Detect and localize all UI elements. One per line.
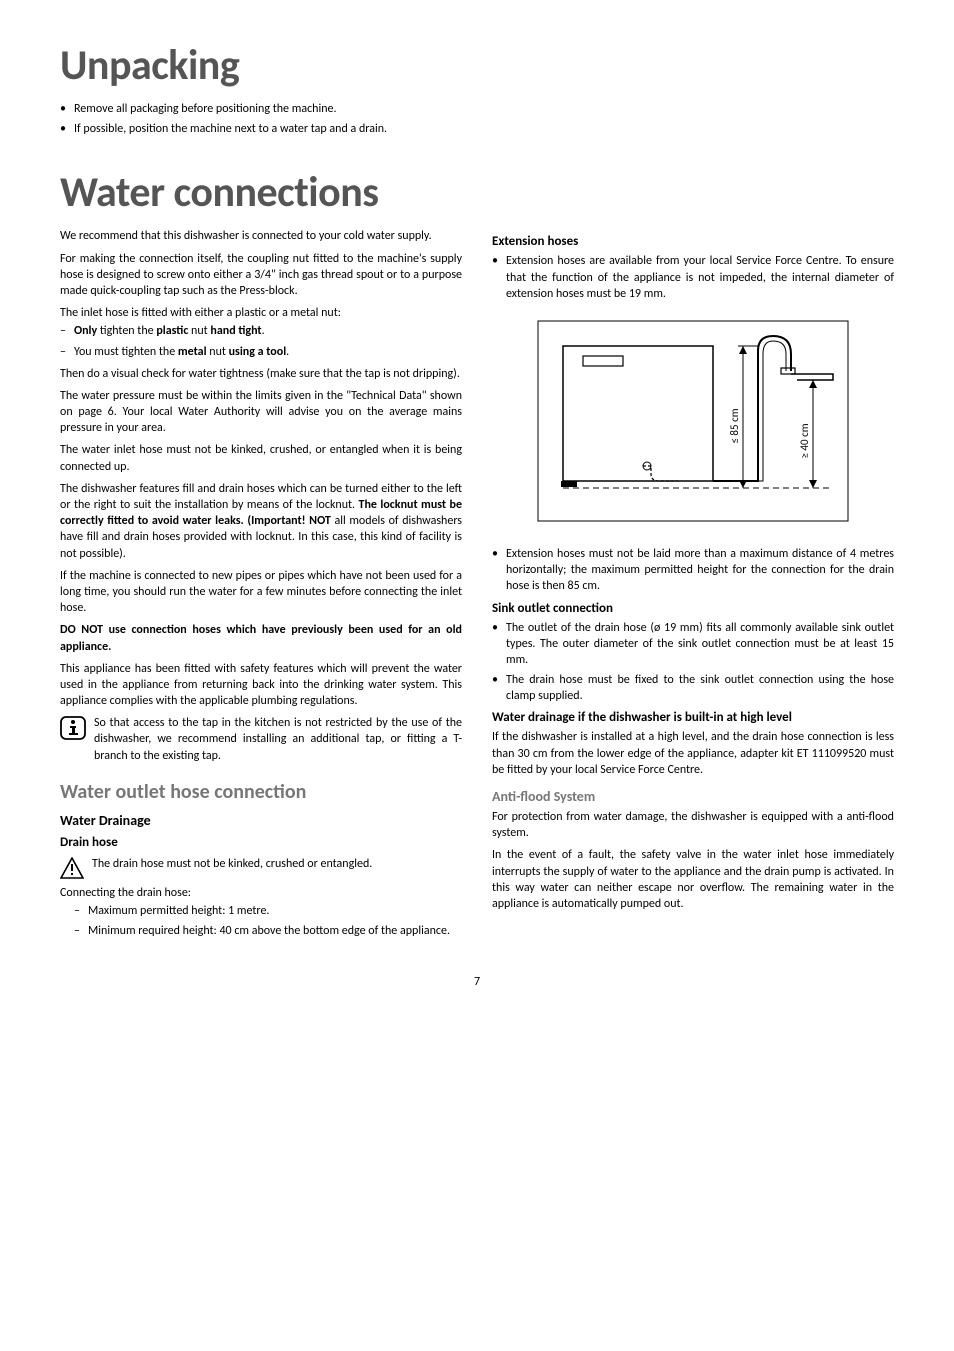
drain-height-diagram: ≤ 85 cm ≥ 40 cm bbox=[533, 316, 853, 526]
info-icon bbox=[60, 716, 86, 740]
only-label: Only bbox=[74, 324, 97, 338]
paragraph: For making the connection itself, the co… bbox=[60, 251, 462, 300]
plastic-label: plastic bbox=[156, 324, 188, 338]
info-text: So that access to the tap in the kitchen… bbox=[94, 715, 462, 764]
paragraph: If the dishwasher is installed at a high… bbox=[492, 729, 894, 778]
list-item: Extension hoses must not be laid more th… bbox=[492, 546, 894, 595]
list-item: You must tighten the metal nut using a t… bbox=[60, 344, 462, 360]
metal-label: metal bbox=[178, 345, 207, 359]
text: You must tighten the bbox=[74, 345, 178, 359]
diagram-label-85: ≤ 85 cm bbox=[728, 408, 741, 443]
heading-drain-hose: Drain hose bbox=[60, 835, 462, 850]
heading-water-drainage: Water Drainage bbox=[60, 812, 462, 829]
list-item: If possible, position the machine next t… bbox=[60, 121, 894, 137]
paragraph: The water pressure must be within the li… bbox=[60, 388, 462, 437]
paragraph: For protection from water damage, the di… bbox=[492, 809, 894, 841]
heading-unpacking: Unpacking bbox=[60, 40, 894, 91]
heading-extension-hoses: Extension hoses bbox=[492, 234, 894, 249]
text: . bbox=[262, 324, 265, 338]
warning-icon bbox=[60, 857, 84, 879]
paragraph: The water inlet hose must not be kinked,… bbox=[60, 442, 462, 474]
hand-tight-label: hand tight bbox=[210, 324, 261, 338]
right-column: Extension hoses Extension hoses are avai… bbox=[492, 228, 894, 945]
heading-high-level: Water drainage if the dishwasher is buil… bbox=[492, 710, 894, 725]
warning-text: The drain hose must not be kinked, crush… bbox=[92, 856, 372, 872]
paragraph: The inlet hose is fitted with either a p… bbox=[60, 305, 462, 321]
text: nut bbox=[188, 324, 210, 338]
paragraph: This appliance has been fitted with safe… bbox=[60, 661, 462, 710]
heading-sink-outlet: Sink outlet connection bbox=[492, 601, 894, 616]
text: tighten the bbox=[97, 324, 156, 338]
list-item: The outlet of the drain hose (ø 19 mm) f… bbox=[492, 620, 894, 669]
tool-label: using a tool bbox=[229, 345, 287, 359]
paragraph: DO NOT use connection hoses which have p… bbox=[60, 622, 462, 654]
list-item: Maximum permitted height: 1 metre. bbox=[74, 903, 462, 919]
info-note: So that access to the tap in the kitchen… bbox=[60, 715, 462, 764]
do-not-warning: DO NOT use connection hoses which have p… bbox=[60, 623, 462, 653]
paragraph: We recommend that this dishwasher is con… bbox=[60, 228, 462, 244]
list-item: Minimum required height: 40 cm above the… bbox=[74, 923, 462, 939]
unpacking-list: Remove all packaging before positioning … bbox=[60, 101, 894, 137]
text: nut bbox=[207, 345, 229, 359]
heading-outlet-connection: Water outlet hose connection bbox=[60, 780, 462, 804]
paragraph: Connecting the drain hose: bbox=[60, 885, 462, 901]
paragraph: In the event of a fault, the safety valv… bbox=[492, 847, 894, 912]
connection-heights: Maximum permitted height: 1 metre. Minim… bbox=[74, 903, 462, 939]
list-item: Remove all packaging before positioning … bbox=[60, 101, 894, 117]
paragraph: Then do a visual check for water tightne… bbox=[60, 366, 462, 382]
left-column: We recommend that this dishwasher is con… bbox=[60, 228, 462, 945]
sink-list: The outlet of the drain hose (ø 19 mm) f… bbox=[492, 620, 894, 705]
heading-water-connections: Water connections bbox=[60, 167, 894, 218]
text: . bbox=[286, 345, 289, 359]
extension-list: Extension hoses are available from your … bbox=[492, 253, 894, 302]
paragraph: The dishwasher features fill and drain h… bbox=[60, 481, 462, 562]
paragraph: If the machine is connected to new pipes… bbox=[60, 568, 462, 617]
heading-anti-flood: Anti-flood System bbox=[492, 788, 894, 805]
nut-instructions: Only tighten the plastic nut hand tight.… bbox=[60, 323, 462, 359]
warning-note: The drain hose must not be kinked, crush… bbox=[60, 856, 462, 879]
list-item: Extension hoses are available from your … bbox=[492, 253, 894, 302]
list-item: The drain hose must be fixed to the sink… bbox=[492, 672, 894, 704]
extension-list-2: Extension hoses must not be laid more th… bbox=[492, 546, 894, 595]
list-item: Only tighten the plastic nut hand tight. bbox=[60, 323, 462, 339]
diagram-label-40: ≥ 40 cm bbox=[798, 423, 811, 458]
page-number: 7 bbox=[60, 975, 894, 989]
